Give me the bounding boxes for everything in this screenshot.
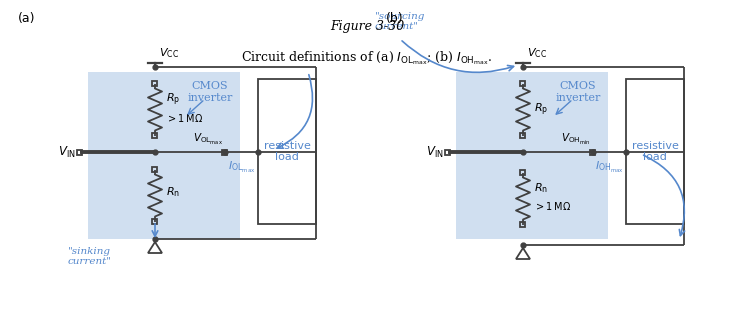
Text: $V_{\mathrm{CC}}$: $V_{\mathrm{CC}}$ <box>527 46 547 60</box>
Bar <box>223 149 228 154</box>
Bar <box>152 219 157 224</box>
Text: $R_{\mathrm{p}}$: $R_{\mathrm{p}}$ <box>166 91 180 108</box>
Bar <box>520 81 526 86</box>
Bar <box>445 149 451 154</box>
Text: $R_{\mathrm{n}}$: $R_{\mathrm{n}}$ <box>166 186 180 199</box>
Bar <box>152 133 157 138</box>
Bar <box>626 79 684 224</box>
Text: $V_{\mathrm{OH_{min}}}$: $V_{\mathrm{OH_{min}}}$ <box>562 132 591 147</box>
Bar <box>152 167 157 172</box>
Text: $> 1\,\mathrm{M}\Omega$: $> 1\,\mathrm{M}\Omega$ <box>534 200 571 213</box>
Bar <box>258 79 316 224</box>
Bar <box>520 170 526 175</box>
Text: $V_{\mathrm{CC}}$: $V_{\mathrm{CC}}$ <box>159 46 179 60</box>
Text: CMOS
inverter: CMOS inverter <box>187 81 233 103</box>
Bar <box>590 149 595 154</box>
Bar <box>77 149 82 154</box>
Text: "sourcing
current": "sourcing current" <box>375 12 426 31</box>
Text: (a): (a) <box>18 12 35 25</box>
Text: $R_{\mathrm{p}}$: $R_{\mathrm{p}}$ <box>534 101 548 118</box>
Text: resistive
load: resistive load <box>264 141 310 162</box>
Bar <box>456 72 608 239</box>
Text: $V_{\mathrm{OL_{max}}}$: $V_{\mathrm{OL_{max}}}$ <box>193 132 223 147</box>
Text: $I_{\mathrm{OL_{max}}}$: $I_{\mathrm{OL_{max}}}$ <box>228 160 255 175</box>
Bar <box>88 72 240 239</box>
Bar <box>520 133 526 138</box>
Text: $V_{\mathrm{IN}}$: $V_{\mathrm{IN}}$ <box>426 145 444 160</box>
Text: resistive
load: resistive load <box>631 141 678 162</box>
Text: Circuit definitions of (a) $I_{\mathrm{OL_{max}}}$; (b) $I_{\mathrm{OH_{max}}}$.: Circuit definitions of (a) $I_{\mathrm{O… <box>241 49 492 67</box>
Text: Figure 3-30: Figure 3-30 <box>330 20 404 33</box>
Text: $I_{\mathrm{OH_{max}}}$: $I_{\mathrm{OH_{max}}}$ <box>595 160 624 175</box>
Text: $V_{\mathrm{IN}}$: $V_{\mathrm{IN}}$ <box>58 145 76 160</box>
Bar <box>520 222 526 227</box>
Bar <box>152 81 157 86</box>
Text: CMOS
inverter: CMOS inverter <box>556 81 600 103</box>
Text: (b): (b) <box>386 12 404 25</box>
Text: $R_{\mathrm{n}}$: $R_{\mathrm{n}}$ <box>534 181 548 196</box>
Text: "sinking
current": "sinking current" <box>68 247 112 267</box>
Text: $> 1\,\mathrm{M}\Omega$: $> 1\,\mathrm{M}\Omega$ <box>166 112 203 124</box>
